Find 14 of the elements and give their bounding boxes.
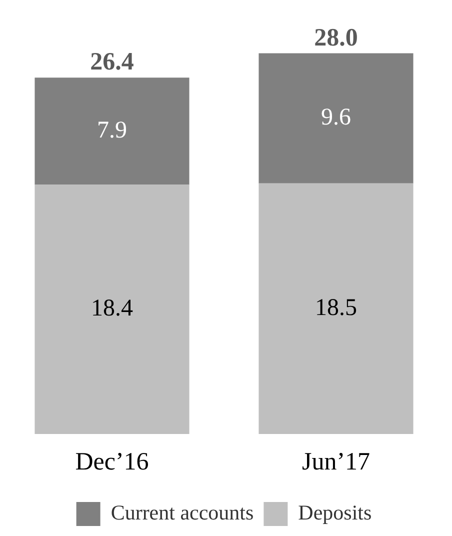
x-tick-label: Jun’17 bbox=[302, 448, 370, 476]
bar bbox=[34, 184, 190, 434]
data-label: 18.5 bbox=[315, 294, 357, 321]
data-label: 18.4 bbox=[91, 296, 133, 322]
bar bbox=[258, 183, 414, 434]
data-label: 7.9 bbox=[97, 117, 127, 144]
legend-label: Deposits bbox=[298, 500, 372, 525]
total-label: 26.4 bbox=[90, 48, 134, 76]
legend-label: Current accounts bbox=[110, 500, 254, 525]
x-tick-label: Dec’16 bbox=[75, 448, 149, 476]
bar bbox=[34, 78, 190, 185]
data-label: 9.6 bbox=[321, 104, 351, 131]
bar bbox=[258, 53, 414, 184]
total-label: 28.0 bbox=[314, 24, 358, 52]
